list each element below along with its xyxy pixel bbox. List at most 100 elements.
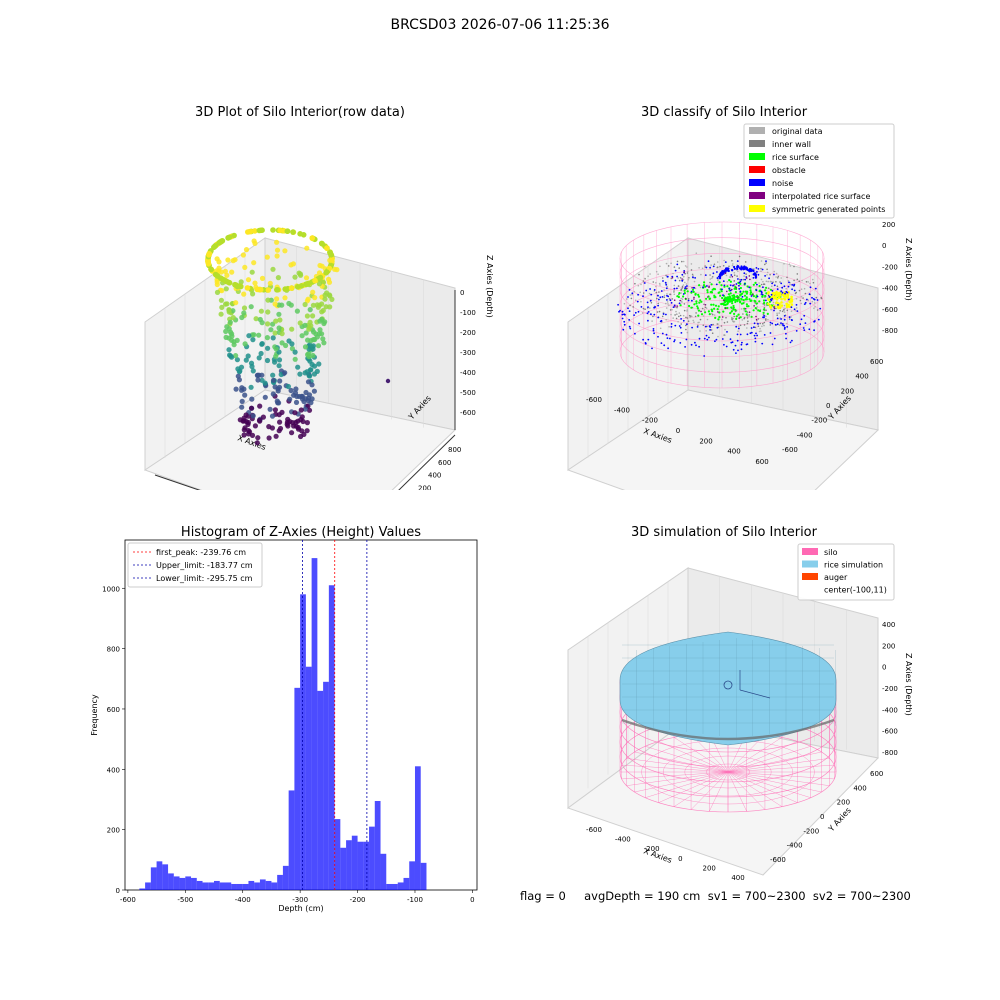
classify-point bbox=[642, 307, 645, 310]
classify-point bbox=[710, 329, 713, 331]
histogram-bar bbox=[357, 841, 364, 890]
raw-point bbox=[303, 275, 310, 281]
classify-point bbox=[726, 280, 729, 283]
histogram-bar bbox=[328, 585, 335, 890]
silo-floor-spoke bbox=[673, 771, 729, 807]
raw-point bbox=[245, 353, 251, 359]
classify-point bbox=[653, 332, 655, 335]
raw-point bbox=[256, 332, 262, 338]
raw-point bbox=[322, 292, 328, 298]
raw-point bbox=[272, 301, 278, 307]
classify-point bbox=[725, 274, 728, 277]
raw-point bbox=[252, 228, 258, 234]
classify-point bbox=[627, 296, 629, 298]
raw-point bbox=[242, 341, 248, 347]
classify-point bbox=[757, 268, 760, 270]
classify-point bbox=[691, 288, 695, 291]
classify-point bbox=[655, 270, 658, 273]
classify-point bbox=[688, 277, 690, 279]
classify-point bbox=[795, 304, 798, 306]
classify-point bbox=[644, 342, 647, 345]
raw-point bbox=[214, 289, 221, 295]
classify-point bbox=[686, 272, 689, 274]
classify-point bbox=[665, 302, 667, 305]
classify-point bbox=[796, 278, 799, 281]
classify-point bbox=[800, 288, 803, 290]
classify-point bbox=[673, 293, 676, 296]
raw-y-tick: 800 bbox=[448, 446, 461, 454]
classify-point bbox=[708, 336, 710, 339]
classify-point bbox=[785, 337, 787, 340]
raw-point bbox=[255, 377, 261, 383]
classify-point bbox=[658, 310, 661, 313]
classify-point bbox=[749, 278, 751, 281]
classify-point bbox=[736, 333, 739, 336]
raw-point bbox=[226, 309, 232, 315]
raw-point bbox=[267, 280, 273, 286]
raw-point bbox=[230, 258, 236, 264]
histogram-bar bbox=[196, 880, 203, 890]
classify-y-tick: -600 bbox=[782, 446, 798, 454]
classify-point bbox=[755, 332, 757, 335]
classify-point bbox=[691, 315, 693, 318]
histogram-bar bbox=[300, 594, 306, 890]
silo-floor-spoke bbox=[727, 764, 835, 773]
classify-point bbox=[744, 308, 747, 310]
classify-point bbox=[788, 316, 791, 319]
classify-point bbox=[763, 315, 766, 317]
raw-point bbox=[282, 286, 289, 292]
raw-point bbox=[246, 333, 252, 339]
classify-point bbox=[768, 277, 770, 280]
classify-point bbox=[804, 292, 807, 295]
classify-point bbox=[723, 284, 726, 287]
classify-point bbox=[694, 293, 697, 296]
raw-point bbox=[250, 337, 256, 343]
raw-z-tick: -300 bbox=[460, 349, 476, 357]
raw-point bbox=[316, 361, 322, 367]
raw-point bbox=[253, 316, 259, 322]
classify-point bbox=[776, 323, 779, 326]
histogram-bar bbox=[334, 819, 341, 890]
classify-point bbox=[677, 285, 680, 287]
classify-point bbox=[670, 313, 672, 316]
classify-point bbox=[728, 265, 730, 268]
raw-point bbox=[299, 428, 305, 434]
raw-point bbox=[248, 360, 255, 366]
classify-point bbox=[781, 323, 784, 325]
classify-point bbox=[673, 304, 676, 307]
raw-scatter-points bbox=[205, 227, 391, 446]
classify-point bbox=[680, 297, 682, 300]
classify-point bbox=[633, 290, 636, 293]
classify-point bbox=[763, 324, 765, 327]
raw-point bbox=[222, 268, 228, 274]
raw-point bbox=[249, 396, 255, 402]
classify-point bbox=[781, 310, 784, 313]
classify-point bbox=[803, 329, 806, 331]
classify-point bbox=[683, 303, 686, 305]
classify-point bbox=[754, 300, 757, 303]
classify-point bbox=[746, 317, 749, 319]
histogram-x-tick: -200 bbox=[350, 896, 366, 904]
classify-point bbox=[686, 323, 688, 326]
classify-point bbox=[682, 260, 685, 263]
classify-point bbox=[786, 293, 790, 297]
raw-point bbox=[235, 373, 241, 379]
classify-point bbox=[677, 320, 679, 323]
classify-point bbox=[776, 285, 779, 288]
classify-point bbox=[723, 334, 725, 336]
classify-point bbox=[716, 277, 719, 279]
classify-point bbox=[816, 299, 819, 301]
classify-point bbox=[772, 281, 774, 283]
classify-point bbox=[713, 307, 716, 310]
classify-point bbox=[740, 348, 743, 351]
classify-point bbox=[636, 300, 639, 303]
classify-point bbox=[728, 287, 731, 290]
classify-point bbox=[729, 276, 731, 278]
raw-point bbox=[270, 372, 276, 378]
histogram-bar bbox=[414, 766, 421, 890]
classify-point bbox=[734, 300, 737, 304]
classify-point bbox=[778, 306, 782, 309]
classify-point bbox=[721, 296, 724, 300]
classify-point bbox=[775, 272, 778, 275]
raw-point bbox=[241, 305, 248, 311]
